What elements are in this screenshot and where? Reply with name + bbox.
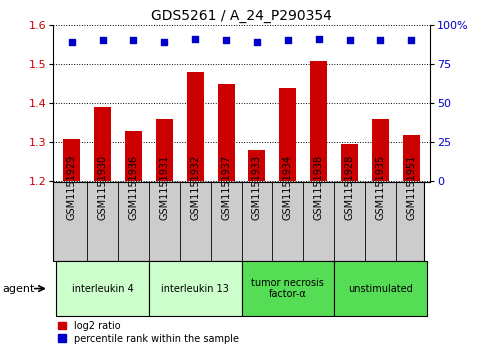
Point [377,37,384,43]
Point [160,39,168,45]
Point [222,37,230,43]
Text: GSM1151933: GSM1151933 [252,155,262,220]
Text: GSM1151934: GSM1151934 [283,155,293,220]
Bar [248,150,266,182]
Text: interleukin 4: interleukin 4 [71,284,133,294]
Text: GSM1151932: GSM1151932 [190,155,200,220]
Bar [94,107,111,182]
Text: unstimulated: unstimulated [348,284,413,294]
Bar [156,119,173,182]
Title: GDS5261 / A_24_P290354: GDS5261 / A_24_P290354 [151,9,332,23]
Text: GSM1151936: GSM1151936 [128,155,139,220]
Bar [341,144,358,182]
Point [68,39,75,45]
Text: GSM1151930: GSM1151930 [98,155,108,220]
Text: GSM1151938: GSM1151938 [313,155,324,220]
Bar [63,139,80,182]
Bar [149,261,242,316]
Text: GSM1151951: GSM1151951 [406,155,416,220]
Text: GSM1151931: GSM1151931 [159,155,170,220]
Text: GSM1151928: GSM1151928 [344,155,355,220]
Text: GSM1151937: GSM1151937 [221,155,231,220]
Bar [125,131,142,182]
Bar [403,135,420,182]
Bar [217,84,235,182]
Bar [372,119,389,182]
Bar [279,88,296,182]
Point [253,39,261,45]
Text: GSM1151935: GSM1151935 [375,155,385,220]
Bar [187,72,204,182]
Point [408,37,415,43]
Bar [56,261,149,316]
Point [346,37,354,43]
Text: GSM1151929: GSM1151929 [67,155,77,220]
Legend: log2 ratio, percentile rank within the sample: log2 ratio, percentile rank within the s… [58,321,239,344]
Point [129,37,137,43]
Point [99,37,106,43]
Bar [242,261,334,316]
Text: interleukin 13: interleukin 13 [161,284,229,294]
Bar [334,261,427,316]
Text: agent: agent [2,284,35,294]
Point [284,37,292,43]
Text: tumor necrosis
factor-α: tumor necrosis factor-α [251,278,324,299]
Point [315,36,323,42]
Point [191,36,199,42]
Bar [310,61,327,182]
